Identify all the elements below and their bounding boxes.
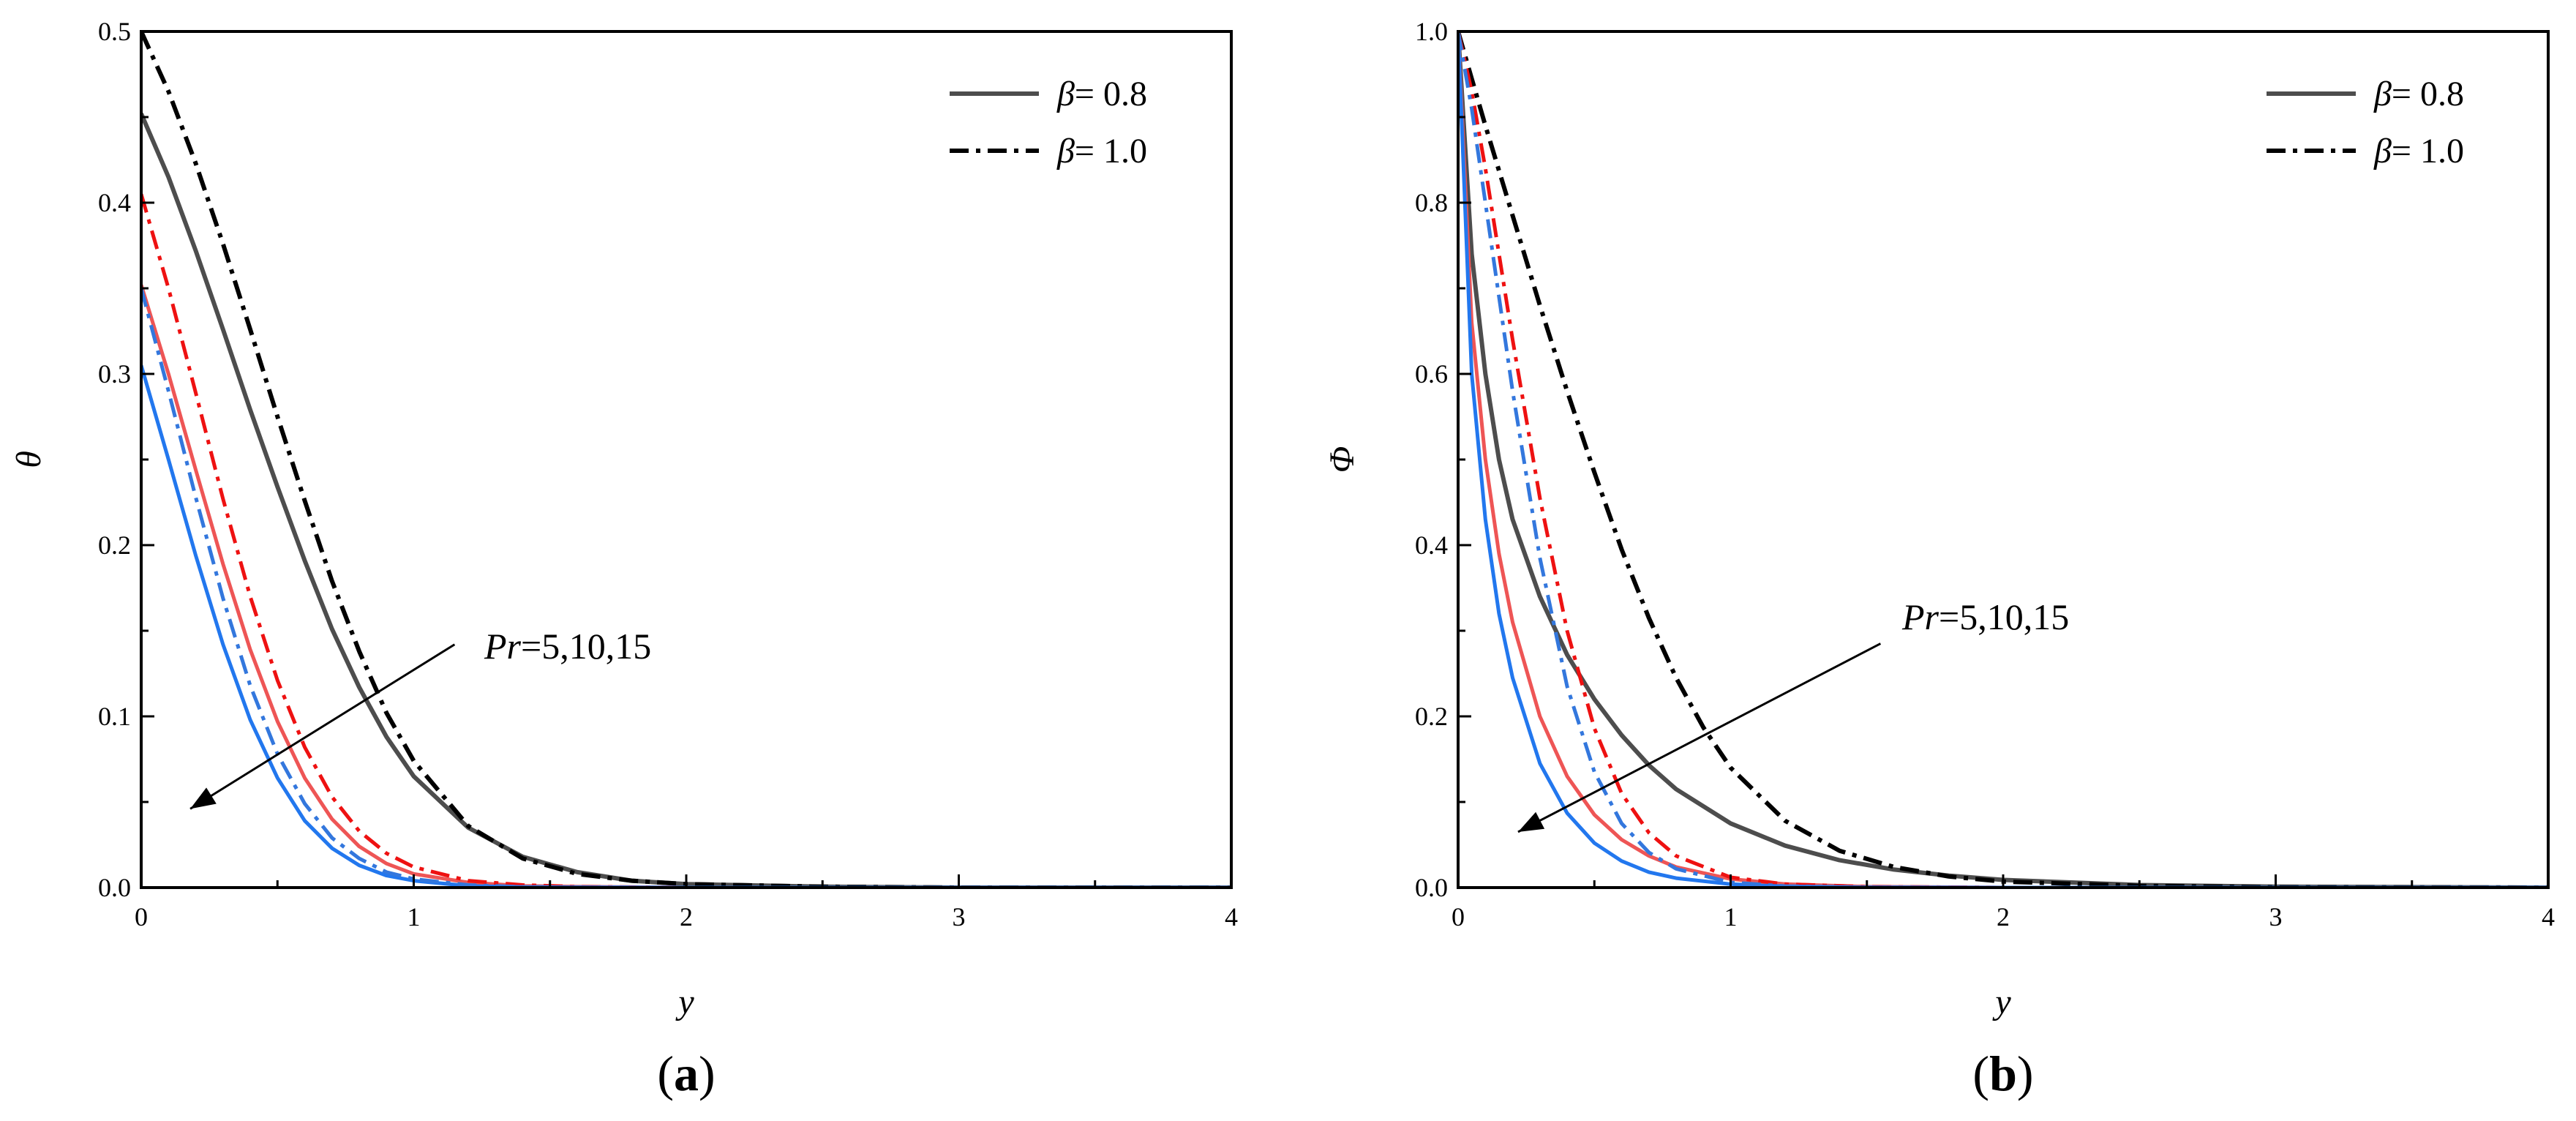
series-line-red_solid-solid <box>141 284 1231 888</box>
panel-label: (b) <box>1972 1046 2033 1101</box>
x-axis-label: y <box>1991 983 2011 1021</box>
series-line-blue_solid-solid <box>141 364 1231 888</box>
x-tick-label: 0 <box>135 902 148 931</box>
x-tick-label: 4 <box>1225 902 1238 931</box>
y-tick-label: 0.1 <box>98 702 131 731</box>
panel-label: (a) <box>657 1046 715 1101</box>
x-tick-label: 1 <box>1724 902 1738 931</box>
y-tick-label: 0.4 <box>1415 530 1448 560</box>
legend-entry-text: β= 1.0 <box>1056 132 1147 170</box>
x-tick-label: 4 <box>2542 902 2555 931</box>
y-tick-label: 0.2 <box>1415 702 1448 731</box>
y-tick-label: 0.5 <box>98 17 131 46</box>
legend: β= 0.8 β= 1.0 <box>2267 75 2464 170</box>
y-tick-label: 0.0 <box>98 873 131 902</box>
y-tick-label: 0.2 <box>98 530 131 560</box>
x-tick-label: 0 <box>1452 902 1465 931</box>
series-line-black-dashdot <box>1458 31 2548 888</box>
annotation-text: Pr=5,10,15 <box>1901 596 2069 637</box>
y-tick-label: 0.6 <box>1415 359 1448 389</box>
y-tick-label: 0.3 <box>98 359 131 389</box>
chart-panel-a: 0 1 2 3 4 0.0 0.1 0.2 0.3 0.4 0.5 y θ (a) β= 0.8 β= 1.0… <box>10 17 1238 1101</box>
x-axis-label: y <box>675 983 694 1021</box>
x-tick-label: 3 <box>2269 902 2283 931</box>
series-line-red_dash-dashdot <box>141 193 1231 888</box>
series-line-blue_dash-dashdot <box>141 288 1231 888</box>
chart-panel-b: 0 1 2 3 4 0.0 0.2 0.4 0.6 0.8 1.0 y Φ (b) β= 0.8 β= 1.0… <box>1323 17 2555 1101</box>
x-tick-label: 1 <box>408 902 421 931</box>
annotation-arrow <box>189 643 456 810</box>
y-tick-label: 1.0 <box>1415 17 1448 46</box>
x-tick-label: 2 <box>680 902 693 931</box>
y-axis-label: Φ <box>1323 446 1362 473</box>
legend-entry-text: β= 0.8 <box>1056 75 1147 113</box>
x-tick-label: 3 <box>953 902 966 931</box>
y-axis-label: θ <box>10 451 48 468</box>
y-tick-label: 0.8 <box>1415 188 1448 217</box>
x-tick-label: 2 <box>1997 902 2010 931</box>
y-tick-label: 0.0 <box>1415 873 1448 902</box>
legend: β= 0.8 β= 1.0 <box>950 75 1147 170</box>
legend-entry-text: β= 1.0 <box>2373 132 2464 170</box>
annotation-arrow <box>1517 642 1882 833</box>
legend-entry-text: β= 0.8 <box>2373 75 2464 113</box>
annotation-text: Pr=5,10,15 <box>484 626 651 667</box>
y-tick-label: 0.4 <box>98 188 131 217</box>
